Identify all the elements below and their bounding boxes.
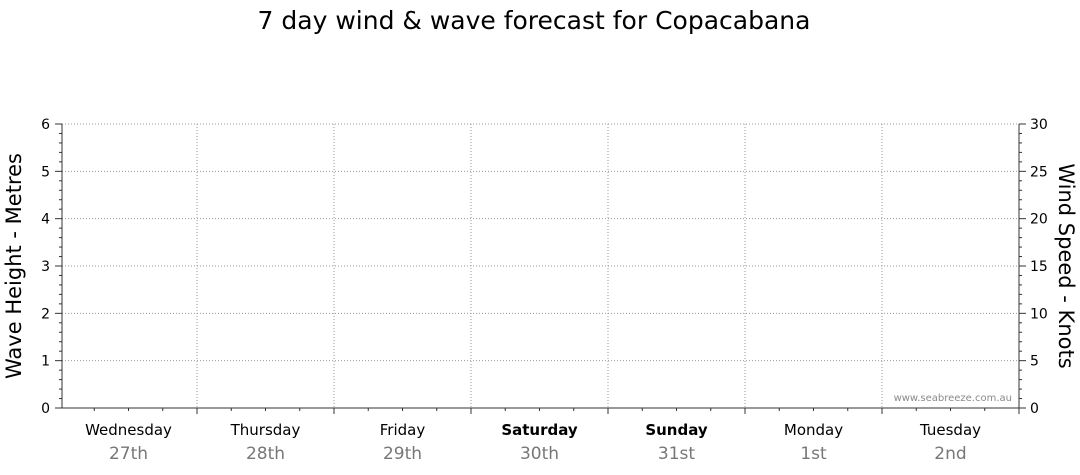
day-label: Saturday (501, 421, 578, 439)
left-tick-label: 3 (41, 259, 50, 275)
day-label: Thursday (230, 421, 301, 439)
right-axis-title: Wind Speed - Knots (1054, 163, 1078, 368)
date-label: 30th (520, 444, 559, 464)
day-label: Wednesday (85, 421, 172, 439)
date-label: 28th (246, 444, 285, 464)
left-tick-label: 4 (41, 212, 50, 228)
right-tick-label: 0 (1030, 401, 1039, 417)
day-label: Sunday (645, 421, 708, 439)
right-tick-label: 30 (1030, 117, 1048, 133)
left-tick-label: 6 (41, 117, 50, 133)
day-label: Friday (380, 421, 426, 439)
date-label: 29th (383, 444, 422, 464)
gridlines (62, 123, 1019, 408)
date-label: 27th (109, 444, 148, 464)
right-tick-label: 5 (1030, 354, 1039, 370)
left-tick-label: 5 (41, 164, 50, 180)
watermark: www.seabreeze.com.au (894, 393, 1012, 404)
right-tick-label: 10 (1030, 306, 1048, 322)
date-label: 1st (800, 444, 827, 464)
day-label: Monday (784, 421, 843, 439)
right-tick-label: 20 (1030, 212, 1048, 228)
left-tick-label: 0 (41, 401, 50, 417)
day-label: Tuesday (919, 421, 981, 439)
left-y-axis-ticks: 0 1 2 3 4 5 6 (41, 117, 62, 417)
right-tick-label: 25 (1030, 164, 1048, 180)
left-tick-label: 2 (41, 306, 50, 322)
left-axis-title: Wave Height - Metres (2, 153, 26, 379)
x-axis-day-labels: Wednesday 27th Thursday 28th Friday 29th Satur… (85, 421, 981, 464)
chart-title: 7 day wind & wave forecast for Copacaban… (258, 6, 811, 35)
axes (61, 124, 1020, 414)
date-label: 2nd (934, 444, 966, 464)
left-tick-label: 1 (41, 354, 50, 370)
right-y-axis-ticks: 0 5 10 15 20 25 30 (1019, 117, 1048, 417)
right-tick-label: 15 (1030, 259, 1048, 275)
date-label: 31st (658, 444, 695, 464)
